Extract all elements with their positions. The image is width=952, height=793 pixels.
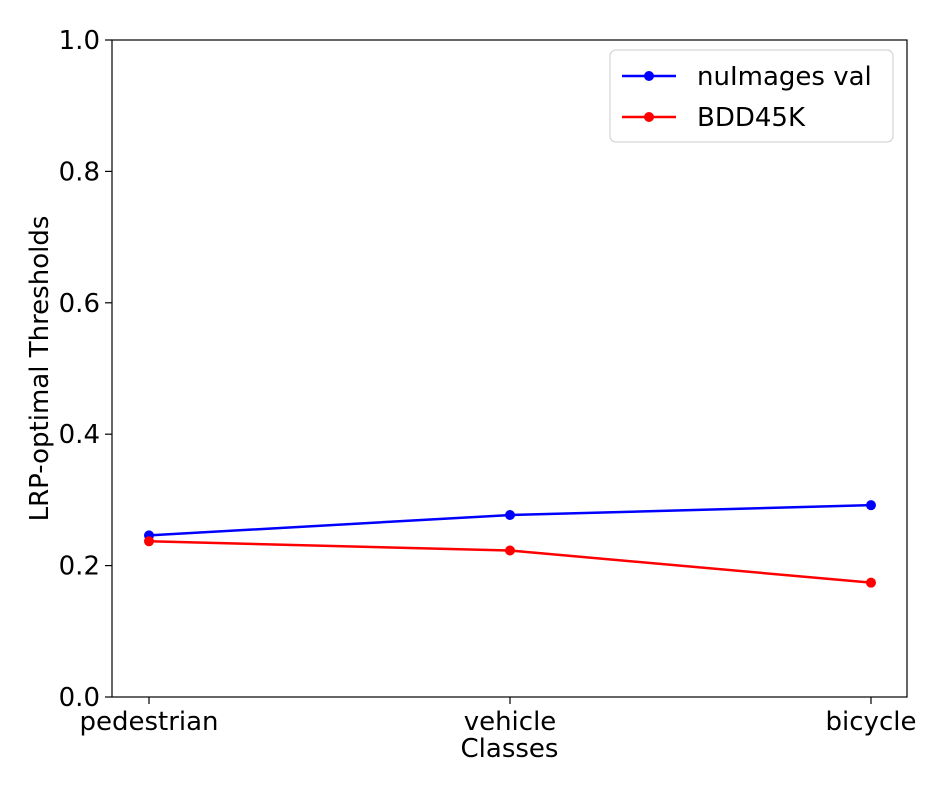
legend: nuImages val BDD45K bbox=[609, 49, 894, 143]
x-tick-label-bicycle: bicycle bbox=[826, 707, 917, 737]
x-axis-label: Classes bbox=[461, 734, 559, 764]
legend-marker-bdd45k bbox=[644, 112, 654, 122]
data-point-nuimages-val-bicycle bbox=[866, 500, 876, 511]
series-line-nuimages-val bbox=[148, 503, 872, 537]
axes: 0.0 0.2 0.4 0.6 0.8 1.0 pedestrian vehicle bicyc… bbox=[59, 26, 917, 737]
x-tick-label-vehicle: vehicle bbox=[464, 707, 557, 737]
legend-label-bdd45k: BDD45K bbox=[697, 103, 806, 133]
y-tick-label: 0.8 bbox=[59, 157, 100, 187]
y-tick-label: 0.2 bbox=[59, 552, 100, 582]
data-point-nuimages-val-vehicle bbox=[505, 510, 515, 521]
y-tick-label: 0.4 bbox=[59, 420, 100, 450]
y-axis-label: LRP-optimal Thresholds bbox=[25, 216, 55, 522]
plot-area bbox=[144, 500, 876, 588]
x-tick-label-pedestrian: pedestrian bbox=[79, 707, 218, 737]
y-tick-label: 1.0 bbox=[59, 26, 100, 56]
legend-marker-nuimages-val bbox=[644, 71, 654, 81]
legend-box bbox=[609, 49, 894, 143]
data-point-bdd45k-pedestrian bbox=[144, 536, 154, 547]
data-point-bdd45k-bicycle bbox=[866, 577, 876, 588]
y-tick-label: 0.0 bbox=[59, 683, 100, 713]
data-point-bdd45k-vehicle bbox=[505, 545, 515, 556]
y-tick-label: 0.6 bbox=[59, 289, 100, 319]
legend-label-nuimages-val: nuImages val bbox=[697, 62, 872, 92]
